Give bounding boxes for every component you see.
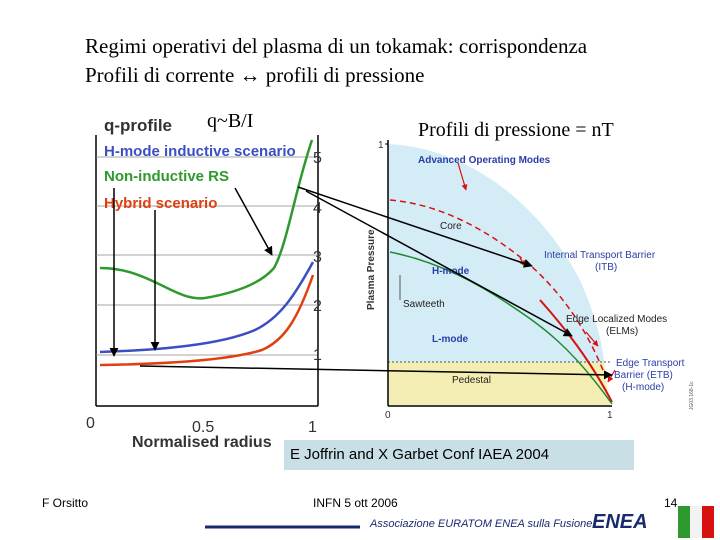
label-itb-2: (ITB) <box>595 262 617 273</box>
label-hmode: H-mode <box>432 266 470 277</box>
footer-author: F Orsitto <box>42 496 89 510</box>
legend-non-inductive-rs: Non-inductive RS <box>104 168 229 185</box>
arrow-q-label-to-green <box>234 187 273 256</box>
slide-title-line2: Profili di corrente ↔ profili di pressio… <box>85 63 425 87</box>
label-lmode: L-mode <box>432 334 469 345</box>
q-y-tick-1: 1 <box>313 347 322 364</box>
q-curve-hybrid <box>99 274 315 367</box>
p-x-tick-1: 1 <box>607 410 613 421</box>
aom-arrow <box>457 162 468 191</box>
q-curve-non-inductive-rs <box>99 139 314 300</box>
p-x-tick-0: 0 <box>385 410 391 421</box>
q-y-tick-5: 5 <box>313 150 322 167</box>
label-etb-3: (H-mode) <box>622 382 664 393</box>
core-region <box>388 144 604 362</box>
footer-page-number: 14 <box>664 496 678 510</box>
annotation-q-b-over-i: q~B/I <box>207 110 254 132</box>
legend-hybrid-scenario: Hybrid scenario <box>104 195 217 212</box>
q-x-tick-1: 1 <box>308 419 317 436</box>
flag-white <box>690 506 702 538</box>
pressure-profile-chart: 1 0 1 Plasma Pressure JG03.168-1c Advanc… <box>366 140 695 421</box>
q-x-tick-05: 0.5 <box>192 419 214 436</box>
label-etb-1: Edge Transport <box>616 358 685 369</box>
p-y-tick-1: 1 <box>378 140 384 151</box>
q-profile-chart: 5 4 3 2 1 0 0.5 1 Normalised radius q-pr… <box>86 116 322 451</box>
q-y-tick-3: 3 <box>313 249 322 266</box>
footer-association: Associazione EURATOM ENEA sulla Fusione <box>370 518 593 530</box>
flag-red <box>702 506 714 538</box>
arrow-to-etb <box>139 365 613 380</box>
label-itb-1: Internal Transport Barrier <box>544 250 656 261</box>
label-pedestal: Pedestal <box>452 375 491 386</box>
p-side-note: JG03.168-1c <box>689 381 695 410</box>
annotation-pressure-profiles: Profili di pressione = nT <box>418 119 614 141</box>
caption-reference: E Joffrin and X Garbet Conf IAEA 2004 <box>290 446 550 463</box>
q-y-tick-4: 4 <box>313 200 322 217</box>
caption-box <box>284 440 634 470</box>
q-curve-hmode-inductive <box>99 261 315 354</box>
edge-pressure-curve <box>539 299 613 403</box>
label-advanced-operating-modes: Advanced Operating Modes <box>418 155 551 166</box>
q-chart-title: q-profile <box>104 116 172 135</box>
q-x-axis-label: Normalised radius <box>132 434 272 451</box>
elm-arrow <box>585 331 599 347</box>
arrow-to-itb <box>297 186 533 268</box>
label-elm-1: Edge Localized Modes <box>566 314 667 325</box>
lmode-pressure-curve <box>389 251 613 405</box>
label-elm-2: (ELMs) <box>606 326 638 337</box>
label-etb-2: Barrier (ETB) <box>614 370 673 381</box>
enea-logo: ENEA <box>592 511 648 533</box>
arrow-to-elm <box>305 190 573 337</box>
pedestal-region <box>388 362 610 405</box>
legend-hmode-inductive: H-mode inductive scenario <box>104 143 296 160</box>
p-y-axis-label: Plasma Pressure <box>366 229 377 310</box>
slide-title-line1: Regimi operativi del plasma di un tokama… <box>85 34 588 58</box>
hmode-pressure-curve <box>389 199 606 376</box>
label-sawteeth: Sawteeth <box>403 299 445 310</box>
flag-green <box>678 506 690 538</box>
connector-arrows <box>109 186 613 380</box>
label-core: Core <box>440 221 462 232</box>
q-x-tick-0: 0 <box>86 415 95 432</box>
q-y-tick-2: 2 <box>313 298 322 315</box>
footer-event: INFN 5 ott 2006 <box>313 496 398 510</box>
